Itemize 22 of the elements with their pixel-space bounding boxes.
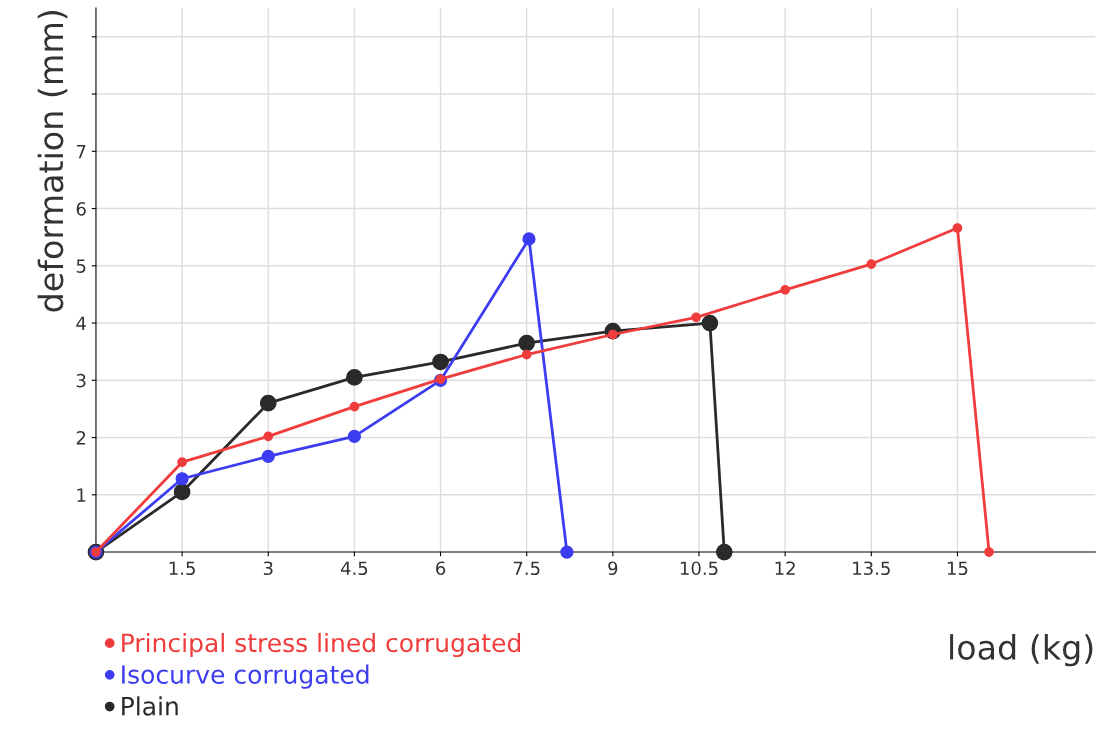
x-axis-title: load (kg) [950, 634, 1093, 667]
x-tick-label: 15 [947, 561, 968, 576]
x-tick-label: 4.5 [340, 561, 368, 576]
x-tick-label: 9 [608, 561, 618, 576]
y-tick-label: 6 [76, 202, 86, 216]
y-tick-label: 3 [76, 373, 86, 388]
x-tick-label: 6 [436, 561, 446, 576]
y-tick-label: 2 [76, 431, 86, 445]
y-tick-label: 5 [76, 259, 86, 273]
x-tick-label: 3 [263, 561, 273, 576]
x-tick-label: 1.5 [169, 561, 195, 576]
x-tick-label: 13.5 [853, 561, 890, 576]
legend-label: Isocurve corrugated [122, 664, 369, 689]
x-tick-label: 10.5 [680, 561, 718, 576]
y-tick-label: 7 [76, 144, 86, 159]
legend-label: Principal stress lined corrugated [122, 632, 521, 658]
y-axis-title: deformation (mm) [37, 11, 68, 312]
y-tick-label: 1 [77, 488, 86, 502]
x-tick-label: 7.5 [513, 561, 540, 576]
legend-label: Plain [122, 696, 178, 716]
y-tick-label: 4 [76, 316, 86, 330]
x-tick-label: 12 [775, 561, 795, 575]
